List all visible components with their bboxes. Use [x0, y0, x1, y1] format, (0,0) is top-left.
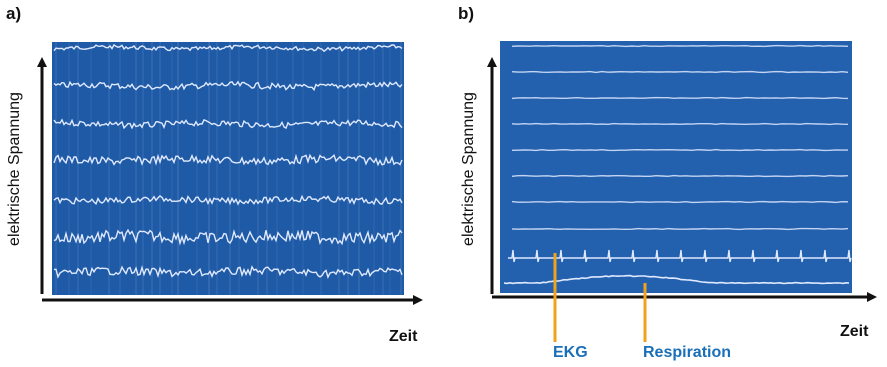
ekg-trace	[508, 249, 852, 263]
trace-line	[53, 118, 403, 130]
panel-a-label: a)	[6, 4, 22, 23]
trace-line	[53, 265, 403, 279]
trace-line	[511, 174, 849, 178]
trace-line	[511, 227, 849, 231]
panel-a-xlabel: Zeit	[389, 328, 418, 345]
panel-b-background	[500, 41, 852, 293]
trace-line	[53, 43, 403, 53]
panel-a-background	[52, 42, 404, 295]
respiration-annotation-label: Respiration	[643, 344, 732, 361]
panel-b-label: b)	[458, 4, 475, 23]
trace-line	[511, 44, 849, 48]
panel-a-recording	[52, 42, 404, 295]
trace-line	[53, 153, 403, 167]
trace-line	[53, 80, 403, 92]
panel-b-xlabel: Zeit	[840, 323, 869, 340]
trace-line	[511, 200, 849, 204]
trace-line	[53, 194, 403, 206]
trace-line	[511, 96, 849, 100]
respiration-trace	[503, 274, 850, 285]
trace-line	[511, 70, 849, 74]
panel-b-traces	[503, 44, 852, 285]
trace-line	[511, 122, 849, 126]
trace-line	[511, 148, 848, 152]
trace-line	[53, 228, 403, 246]
panel-a-traces	[53, 43, 403, 279]
ekg-annotation-label: EKG	[553, 344, 588, 361]
panel-b-recording	[500, 41, 852, 293]
